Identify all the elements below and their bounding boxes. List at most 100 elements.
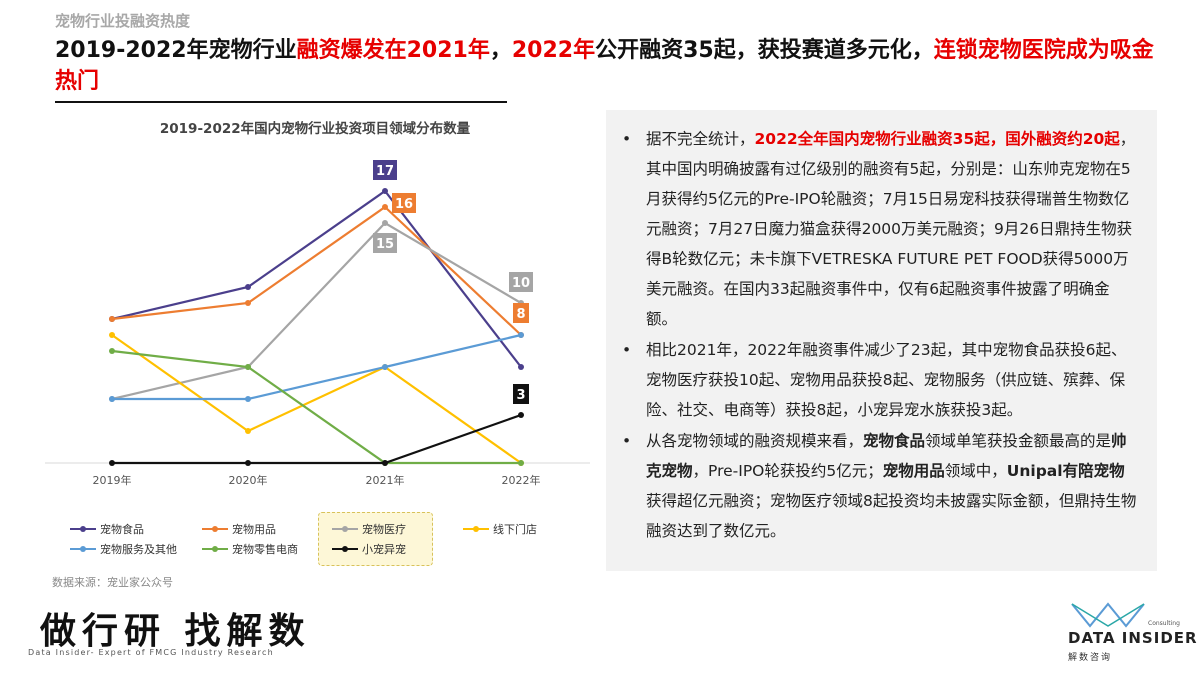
series-line <box>111 349 521 465</box>
data-label-box <box>392 193 416 213</box>
headline-segment: 公开融资35起，获投赛道多元化， <box>595 38 934 63</box>
data-point <box>518 332 524 338</box>
legend-swatch <box>70 544 96 554</box>
data-label: 17 <box>376 164 394 179</box>
series-line <box>111 334 522 464</box>
series-line <box>111 205 522 336</box>
legend-label: 线下门店 <box>493 523 537 536</box>
legend-swatch <box>70 524 96 534</box>
data-label: 3 <box>516 388 525 403</box>
headline-segment: ， <box>489 38 512 63</box>
legend-label: 小宠异宠 <box>362 543 406 556</box>
data-point <box>245 284 251 290</box>
data-point <box>245 364 251 370</box>
data-point <box>109 316 115 322</box>
x-tick-label: 2022年 <box>502 473 541 487</box>
legend-item: 宠物食品 <box>70 521 144 537</box>
bullet-text: 2022全年国内宠物行业融资35起，国外融资约20起 <box>754 130 1120 148</box>
bullet-text: 获得超亿元融资；宠物医疗领域8起投资均未披露实际金额，但鼎持生物融资达到了数亿元… <box>646 492 1137 540</box>
data-insider-logo-icon <box>1071 602 1145 628</box>
logo-subtitle: 解数咨询 <box>1068 653 1113 663</box>
data-source: 数据来源：宠业家公众号 <box>52 576 173 589</box>
legend-item: 线下门店 <box>463 521 537 537</box>
legend-label: 宠物用品 <box>232 523 276 536</box>
bullet-text: Unipal有陪宠物 <box>1006 462 1125 480</box>
data-label-box <box>513 384 529 404</box>
data-point <box>382 460 388 466</box>
legend-item: 小宠异宠 <box>332 541 406 557</box>
legend-item: 宠物用品 <box>202 521 276 537</box>
data-label: 10 <box>512 276 530 291</box>
data-point <box>109 460 115 466</box>
legend-swatch <box>463 524 489 534</box>
data-point <box>518 364 524 370</box>
headline-segment: 融资爆发在2021年 <box>296 38 490 63</box>
series-line <box>112 333 522 401</box>
data-label: 16 <box>395 197 413 212</box>
insight-bullet: 相比2021年，2022年融资事件减少了23起，其中宠物食品获投6起、宠物医疗获… <box>622 335 1137 425</box>
data-point <box>382 204 388 210</box>
insight-bullet: 据不完全统计，2022全年国内宠物行业融资35起，国外融资约20起，其中国内明确… <box>622 124 1137 334</box>
bullet-text: 帅克宠物 <box>646 432 1127 480</box>
headline-segment: 2019-2022年宠物行业 <box>55 38 297 63</box>
data-point <box>382 364 388 370</box>
data-point <box>109 332 115 338</box>
legend-label: 宠物食品 <box>100 523 144 536</box>
insight-bullets: 据不完全统计，2022全年国内宠物行业融资35起，国外融资约20起，其中国内明确… <box>606 110 1157 546</box>
legend-swatch <box>332 544 358 554</box>
bullet-text: 领域单笔获投金额最高的是 <box>925 432 1112 450</box>
data-label: 15 <box>376 237 394 252</box>
data-point <box>382 220 388 226</box>
data-label: 8 <box>516 307 525 322</box>
bullet-text: 宠物食品 <box>863 432 926 450</box>
data-point <box>109 348 115 354</box>
legend-swatch <box>202 524 228 534</box>
data-point <box>245 300 251 306</box>
title-divider <box>55 101 507 103</box>
bullet-text: ，Pre-IPO轮获投约5亿元； <box>692 462 883 480</box>
brand-tagline: Data Insider- Expert of FMCG Industry Re… <box>28 648 274 657</box>
data-point <box>245 460 251 466</box>
legend-highlight-box <box>318 512 433 566</box>
series-line <box>112 413 522 465</box>
brand-slogan: 做行研 找解数 <box>40 610 311 652</box>
legend-label: 宠物医疗 <box>362 523 406 536</box>
chart-title: 2019-2022年国内宠物行业投资项目领域分布数量 <box>159 121 471 137</box>
logo-name: DATA INSIDER <box>1068 629 1198 647</box>
data-label-box <box>513 303 529 323</box>
insight-bullet: 从各宠物领域的融资规模来看，宠物食品领域单笔获投金额最高的是帅克宠物，Pre-I… <box>622 426 1137 546</box>
bullet-text: 据不完全统计， <box>646 130 755 148</box>
x-tick-label: 2019年 <box>93 473 132 487</box>
bullet-text: 宠物用品 <box>882 462 945 480</box>
data-point <box>518 460 524 466</box>
x-tick-label: 2021年 <box>366 473 405 487</box>
data-point <box>518 412 524 418</box>
data-point <box>245 396 251 402</box>
data-label-box <box>509 272 533 292</box>
bullet-text: ，其中国内明确披露有过亿级别的融资有5起，分别是：山东帅克宠物在5月获得约5亿元… <box>646 130 1136 328</box>
legend-swatch <box>202 544 228 554</box>
data-label-box <box>373 233 397 253</box>
data-point <box>109 396 115 402</box>
page-headline: 2019-2022年宠物行业融资爆发在2021年，2022年公开融资35起，获投… <box>55 35 1155 97</box>
data-point <box>245 428 251 434</box>
series-line <box>111 189 522 368</box>
legend-item: 宠物医疗 <box>332 521 406 537</box>
data-point <box>382 188 388 194</box>
legend-label: 宠物零售电商 <box>232 543 298 556</box>
headline-segment: 连锁宠物医院成为吸金热门 <box>55 38 1154 94</box>
x-tick-label: 2020年 <box>229 473 268 487</box>
bullet-text: 领域中， <box>944 462 1007 480</box>
data-label-box <box>373 160 397 180</box>
section-category: 宠物行业投融资热度 <box>55 12 191 30</box>
insight-panel: 据不完全统计，2022全年国内宠物行业融资35起，国外融资约20起，其中国内明确… <box>606 110 1157 571</box>
legend-swatch <box>332 524 358 534</box>
legend-item: 宠物零售电商 <box>202 541 298 557</box>
legend-item: 宠物服务及其他 <box>70 541 177 557</box>
legend-label: 宠物服务及其他 <box>100 543 177 556</box>
bullet-text: 从各宠物领域的融资规模来看， <box>646 432 864 450</box>
headline-segment: 2022年 <box>511 38 596 63</box>
bullet-text: 相比2021年，2022年融资事件减少了23起，其中宠物食品获投6起、宠物医疗获… <box>646 341 1127 419</box>
line-chart: 2019年 2020年 2021年 2022年 17 16 15 10 8 3 <box>45 160 590 487</box>
logo-consulting: Consulting <box>1148 620 1180 627</box>
